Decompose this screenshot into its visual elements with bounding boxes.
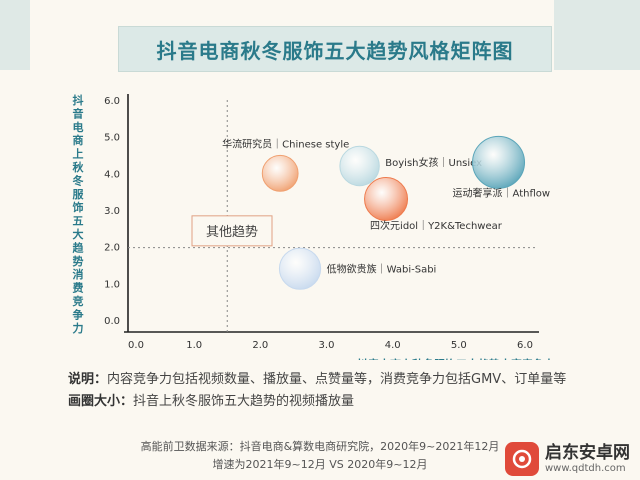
bubble-2 — [472, 135, 526, 189]
watermark: 启东安卓网 www.qdtdh.com — [505, 442, 630, 476]
note-bubble-size: 画圈大小：抖音上秋冬服饰五大趋势的视频播放量 — [68, 390, 354, 409]
header-band-left — [0, 0, 30, 70]
watermark-url: www.qdtdh.com — [545, 462, 626, 474]
bubble-1 — [339, 145, 380, 187]
x-tick-label: 2.0 — [252, 340, 268, 351]
source-line-2: 增速为2021年9~12月 VS 2020年9~12月 — [212, 458, 428, 471]
quadrant-label-box — [191, 215, 273, 247]
note-bubble-size-text: 抖音上秋冬服饰五大趋势的视频播放量 — [133, 394, 355, 409]
y-tick-label: 1.0 — [104, 279, 120, 290]
bubble-label-1: Boyish女孩｜Unsiex — [385, 156, 482, 169]
y-tick-label: 6.0 — [104, 96, 120, 107]
chart-title-box: 抖音电商秋冬服饰五大趋势风格矩阵图 — [118, 26, 552, 72]
x-tick-label: 4.0 — [385, 340, 401, 351]
x-tick-label: 1.0 — [186, 340, 202, 351]
y-tick-label: 5.0 — [104, 133, 120, 144]
bubble-4 — [278, 247, 322, 290]
bubble-0 — [261, 154, 299, 192]
note-description-label: 说明： — [68, 372, 108, 387]
x-tick-label: 5.0 — [451, 340, 467, 351]
chart-title: 抖音电商秋冬服饰五大趋势风格矩阵图 — [156, 38, 514, 63]
x-axis-label: 抖音电商上秋冬服饰五大趋势内容竞争力 — [357, 357, 555, 360]
y-tick-label: 4.0 — [104, 169, 120, 180]
y-tick-label: 3.0 — [104, 206, 120, 217]
y-tick-label: 0.0 — [104, 316, 120, 327]
bubble-label-3: 四次元idol｜Y2K&Techwear — [370, 219, 503, 232]
x-tick-label: 0.0 — [128, 340, 144, 351]
chart-svg: 0.0 1.0 2.0 3.0 4.0 5.0 6.0 0.0 1.0 2.0 3.0 4.0 5.0 6… — [73, 93, 556, 360]
x-tick-label: 3.0 — [319, 340, 335, 351]
header-band-right — [554, 0, 640, 70]
bubble-label-0: 华流研究员｜Chinese style — [222, 137, 349, 150]
bubble-label-4: 低物欲贵族｜Wabi-Sabi — [327, 263, 437, 276]
y-axis-label: 抖音电商上秋冬服饰五大趋势消费竞争力 — [73, 93, 85, 335]
bubble-label-2: 运动奢享派｜Athflow — [453, 186, 551, 199]
note-bubble-size-label: 画圈大小： — [68, 394, 134, 409]
source-line-1: 高能前卫数据来源：抖音电商&算数电商研究院，2020年9~2021年12月 — [140, 440, 500, 453]
watermark-logo-icon — [505, 442, 539, 476]
watermark-name: 启东安卓网 — [545, 443, 630, 464]
quadrant-label: 其他趋势 — [206, 224, 258, 240]
x-tick-label: 6.0 — [517, 340, 533, 351]
bubble-3 — [364, 177, 409, 221]
y-tick-label: 2.0 — [104, 243, 120, 254]
note-description-text: 内容竞争力包括视频数量、播放量、点赞量等，消费竞争力包括GMV、订单量等 — [107, 372, 567, 387]
note-description: 说明：内容竞争力包括视频数量、播放量、点赞量等，消费竞争力包括GMV、订单量等 — [68, 368, 566, 387]
